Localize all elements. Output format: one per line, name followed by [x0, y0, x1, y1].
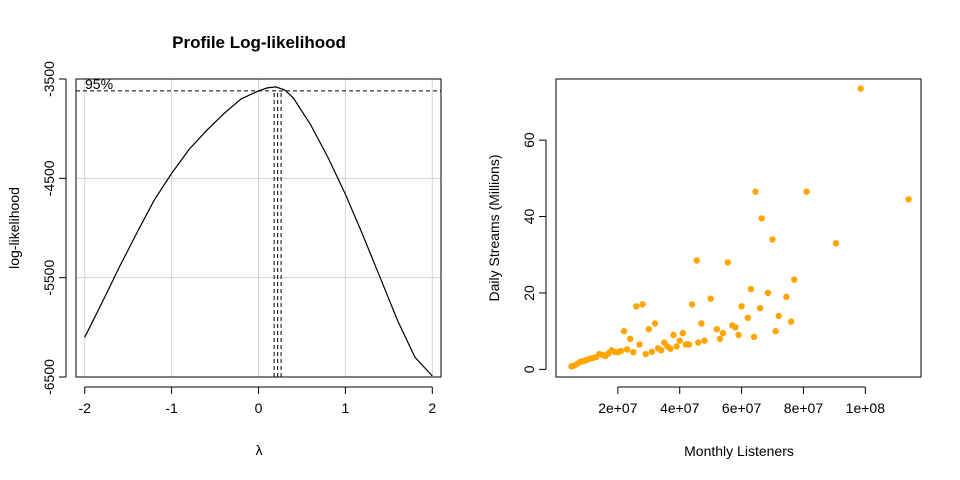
- plot-box: [75, 78, 442, 378]
- scatter-point: [832, 240, 840, 247]
- scatter-point: [586, 355, 594, 362]
- x-axis: -2 -1 0 1 2: [78, 386, 436, 416]
- scatter-point: [682, 341, 690, 348]
- ci-annotation: 95%: [85, 76, 113, 92]
- y-tick-label: 20: [521, 285, 537, 301]
- scatter-point: [783, 293, 790, 300]
- scatter-point: [857, 85, 864, 92]
- scatter-point: [791, 276, 798, 283]
- y-axis-label: Daily Streams (Millions): [486, 154, 502, 301]
- scatter-point: [651, 320, 659, 327]
- x-tick-label: -2: [78, 400, 91, 416]
- profile-likelihood-panel: Profile Log-likelihood 95% -2 -1 0 1 2 -3500…: [6, 33, 442, 458]
- scatter-point: [667, 345, 674, 352]
- scatter-point: [658, 347, 665, 354]
- scatter-point: [605, 350, 612, 357]
- scatter-point: [630, 349, 637, 356]
- scatter-point: [639, 301, 646, 308]
- y-tick-label: -5500: [41, 260, 57, 296]
- scatter-point: [695, 339, 702, 346]
- scatter-point: [701, 337, 708, 344]
- scatter-point: [698, 320, 705, 327]
- scatter-point: [757, 305, 764, 312]
- scatter-point: [787, 318, 795, 325]
- scatter-point: [648, 348, 656, 355]
- scatter-point: [679, 329, 686, 337]
- scatter-points: [568, 85, 912, 370]
- x-tick-label: 0: [255, 400, 263, 416]
- scatter-point: [673, 343, 680, 350]
- scatter-point: [735, 331, 742, 339]
- y-tick-label: 0: [521, 365, 537, 373]
- x-tick-label: 4e+07: [660, 400, 700, 416]
- scatter-point: [744, 314, 751, 321]
- grid: [76, 78, 441, 378]
- y-tick-label: 40: [521, 209, 537, 225]
- scatter-point: [803, 188, 810, 195]
- scatter-point: [617, 347, 625, 355]
- scatter-point: [688, 301, 696, 308]
- x-tick-label: 1e+08: [846, 400, 886, 416]
- scatter-point: [670, 331, 677, 339]
- scatter-point: [772, 328, 779, 335]
- scatter-point: [574, 360, 581, 367]
- x-tick-label: 2e+07: [598, 400, 638, 416]
- scatter-panel: 2e+07 4e+07 6e+07 8e+07 1e+08 0 20 40 60 Monthl…: [486, 78, 922, 459]
- scatter-point: [750, 333, 758, 341]
- scatter-point: [775, 312, 782, 320]
- scatter-point: [642, 350, 649, 358]
- scatter-point: [593, 353, 600, 361]
- scatter-point: [636, 341, 643, 348]
- scatter-point: [568, 363, 575, 370]
- y-tick-label: -4500: [41, 160, 57, 196]
- scatter-point: [752, 188, 759, 195]
- scatter-point: [747, 285, 755, 293]
- scatter-point: [599, 351, 606, 358]
- x-tick-label: 1: [342, 400, 350, 416]
- x-tick-label: 6e+07: [722, 400, 762, 416]
- scatter-point: [764, 289, 772, 297]
- scatter-point: [580, 357, 587, 365]
- scatter-point: [724, 259, 731, 266]
- x-tick-label: 2: [428, 400, 436, 416]
- scatter-point: [905, 196, 912, 203]
- scatter-point: [623, 346, 631, 353]
- scatter-point: [707, 295, 714, 302]
- scatter-point: [620, 328, 628, 335]
- y-axis: -3500 -4500 -5500 -6500: [41, 61, 67, 395]
- chart-title: Profile Log-likelihood: [172, 33, 346, 52]
- scatter-point: [627, 335, 634, 342]
- x-tick-label: -1: [165, 400, 178, 416]
- scatter-point: [758, 215, 765, 222]
- plot-box: [555, 78, 922, 378]
- x-tick-label: 8e+07: [784, 400, 824, 416]
- scatter-point: [713, 326, 720, 333]
- y-axis: 0 20 40 60: [521, 132, 547, 373]
- scatter-point: [729, 322, 736, 329]
- scatter-point: [738, 303, 745, 310]
- y-tick-label: -6500: [41, 359, 57, 395]
- scatter-point: [645, 326, 652, 333]
- scatter-point: [719, 329, 727, 337]
- y-tick-label: 60: [521, 132, 537, 148]
- scatter-point: [693, 257, 700, 264]
- y-tick-label: -3500: [41, 61, 57, 97]
- y-axis-label: log-likelihood: [6, 187, 22, 269]
- scatter-point: [716, 335, 724, 342]
- scatter-point: [611, 348, 618, 355]
- x-axis: 2e+07 4e+07 6e+07 8e+07 1e+08: [598, 386, 886, 416]
- x-axis-label: λ: [256, 442, 263, 458]
- scatter-point: [676, 337, 683, 344]
- x-axis-label: Monthly Listeners: [684, 443, 794, 459]
- likelihood-curve: [84, 86, 433, 377]
- scatter-point: [633, 303, 640, 310]
- scatter-point: [769, 236, 776, 243]
